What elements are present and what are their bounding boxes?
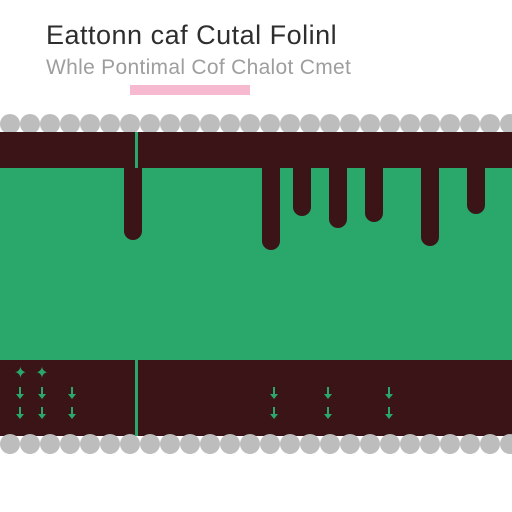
frame-scallop-bottom [0, 434, 512, 454]
frame-scallop-dot [460, 434, 480, 454]
frame-scallop-dot [120, 434, 140, 454]
waveform-spike [467, 168, 485, 214]
arrow-down-marker-icon [267, 406, 281, 420]
frame-scallop-dot [360, 434, 380, 454]
frame-scallop-dot [420, 114, 440, 134]
waveform-spike [262, 168, 280, 250]
frame-scallop-dot [220, 434, 240, 454]
frame-scallop-dot [240, 434, 260, 454]
frame-scallop-dot [360, 114, 380, 134]
frame-scallop-dot [300, 114, 320, 134]
frame-scallop-dot [20, 434, 40, 454]
frame-scallop-dot [320, 114, 340, 134]
frame-scallop-dot [280, 114, 300, 134]
frame-scallop-dot [500, 434, 512, 454]
frame-scallop-dot [200, 114, 220, 134]
arrow-down-marker-icon [35, 386, 49, 400]
frame-scallop-dot [80, 114, 100, 134]
frame-scallop-dot [380, 434, 400, 454]
frame-scallop-dot [320, 434, 340, 454]
frame-scallop-dot [280, 434, 300, 454]
dark-band-top [0, 132, 512, 168]
frame-scallop-dot [140, 434, 160, 454]
chart-container: Eattonn caf Cutal Folinl Whle Pontimal C… [0, 0, 512, 512]
waveform-spike [293, 168, 311, 216]
page-title: Eattonn caf Cutal Folinl [46, 20, 337, 51]
frame-scallop-dot [60, 434, 80, 454]
frame-scallop-dot [80, 434, 100, 454]
star-marker-icon: ✦ [34, 366, 50, 382]
frame-scallop-dot [220, 114, 240, 134]
arrow-down-marker-icon [65, 386, 79, 400]
frame-scallop-dot [0, 114, 20, 134]
frame-scallop-dot [260, 114, 280, 134]
arrow-down-marker-icon [382, 386, 396, 400]
frame-scallop-dot [160, 434, 180, 454]
frame-scallop-dot [160, 114, 180, 134]
frame-scallop-dot [480, 434, 500, 454]
frame-scallop-dot [240, 114, 260, 134]
arrow-down-marker-icon [13, 386, 27, 400]
frame-scallop-dot [400, 114, 420, 134]
frame-scallop-dot [60, 114, 80, 134]
page-subtitle: Whle Pontimal Cof Chalot Cmet [46, 56, 351, 80]
waveform-spike [124, 168, 142, 240]
waveform-chart: ✦✦ [0, 114, 512, 454]
arrow-down-marker-icon [35, 406, 49, 420]
frame-scallop-dot [40, 434, 60, 454]
waveform-spike [365, 168, 383, 222]
arrow-down-marker-icon [321, 406, 335, 420]
star-marker-icon: ✦ [12, 366, 28, 382]
frame-scallop-dot [20, 114, 40, 134]
arrow-down-marker-icon [267, 386, 281, 400]
frame-scallop-dot [340, 114, 360, 134]
accent-bar [130, 85, 250, 95]
frame-scallop-dot [440, 434, 460, 454]
frame-scallop-dot [440, 114, 460, 134]
arrow-down-marker-icon [65, 406, 79, 420]
frame-scallop-dot [340, 434, 360, 454]
frame-scallop-dot [100, 434, 120, 454]
frame-scallop-dot [200, 434, 220, 454]
frame-scallop-dot [460, 114, 480, 134]
frame-scallop-dot [0, 434, 20, 454]
frame-scallop-dot [380, 114, 400, 134]
frame-scallop-top [0, 114, 512, 134]
frame-scallop-dot [480, 114, 500, 134]
frame-scallop-dot [180, 114, 200, 134]
frame-scallop-dot [120, 114, 140, 134]
arrow-down-marker-icon [13, 406, 27, 420]
waveform-spike [329, 168, 347, 228]
waveform-spike [421, 168, 439, 246]
frame-scallop-dot [420, 434, 440, 454]
arrow-down-marker-icon [321, 386, 335, 400]
frame-scallop-dot [400, 434, 420, 454]
frame-scallop-dot [140, 114, 160, 134]
frame-scallop-dot [100, 114, 120, 134]
arrow-down-marker-icon [382, 406, 396, 420]
frame-scallop-dot [180, 434, 200, 454]
frame-scallop-dot [40, 114, 60, 134]
frame-scallop-dot [260, 434, 280, 454]
frame-scallop-dot [500, 114, 512, 134]
frame-scallop-dot [300, 434, 320, 454]
